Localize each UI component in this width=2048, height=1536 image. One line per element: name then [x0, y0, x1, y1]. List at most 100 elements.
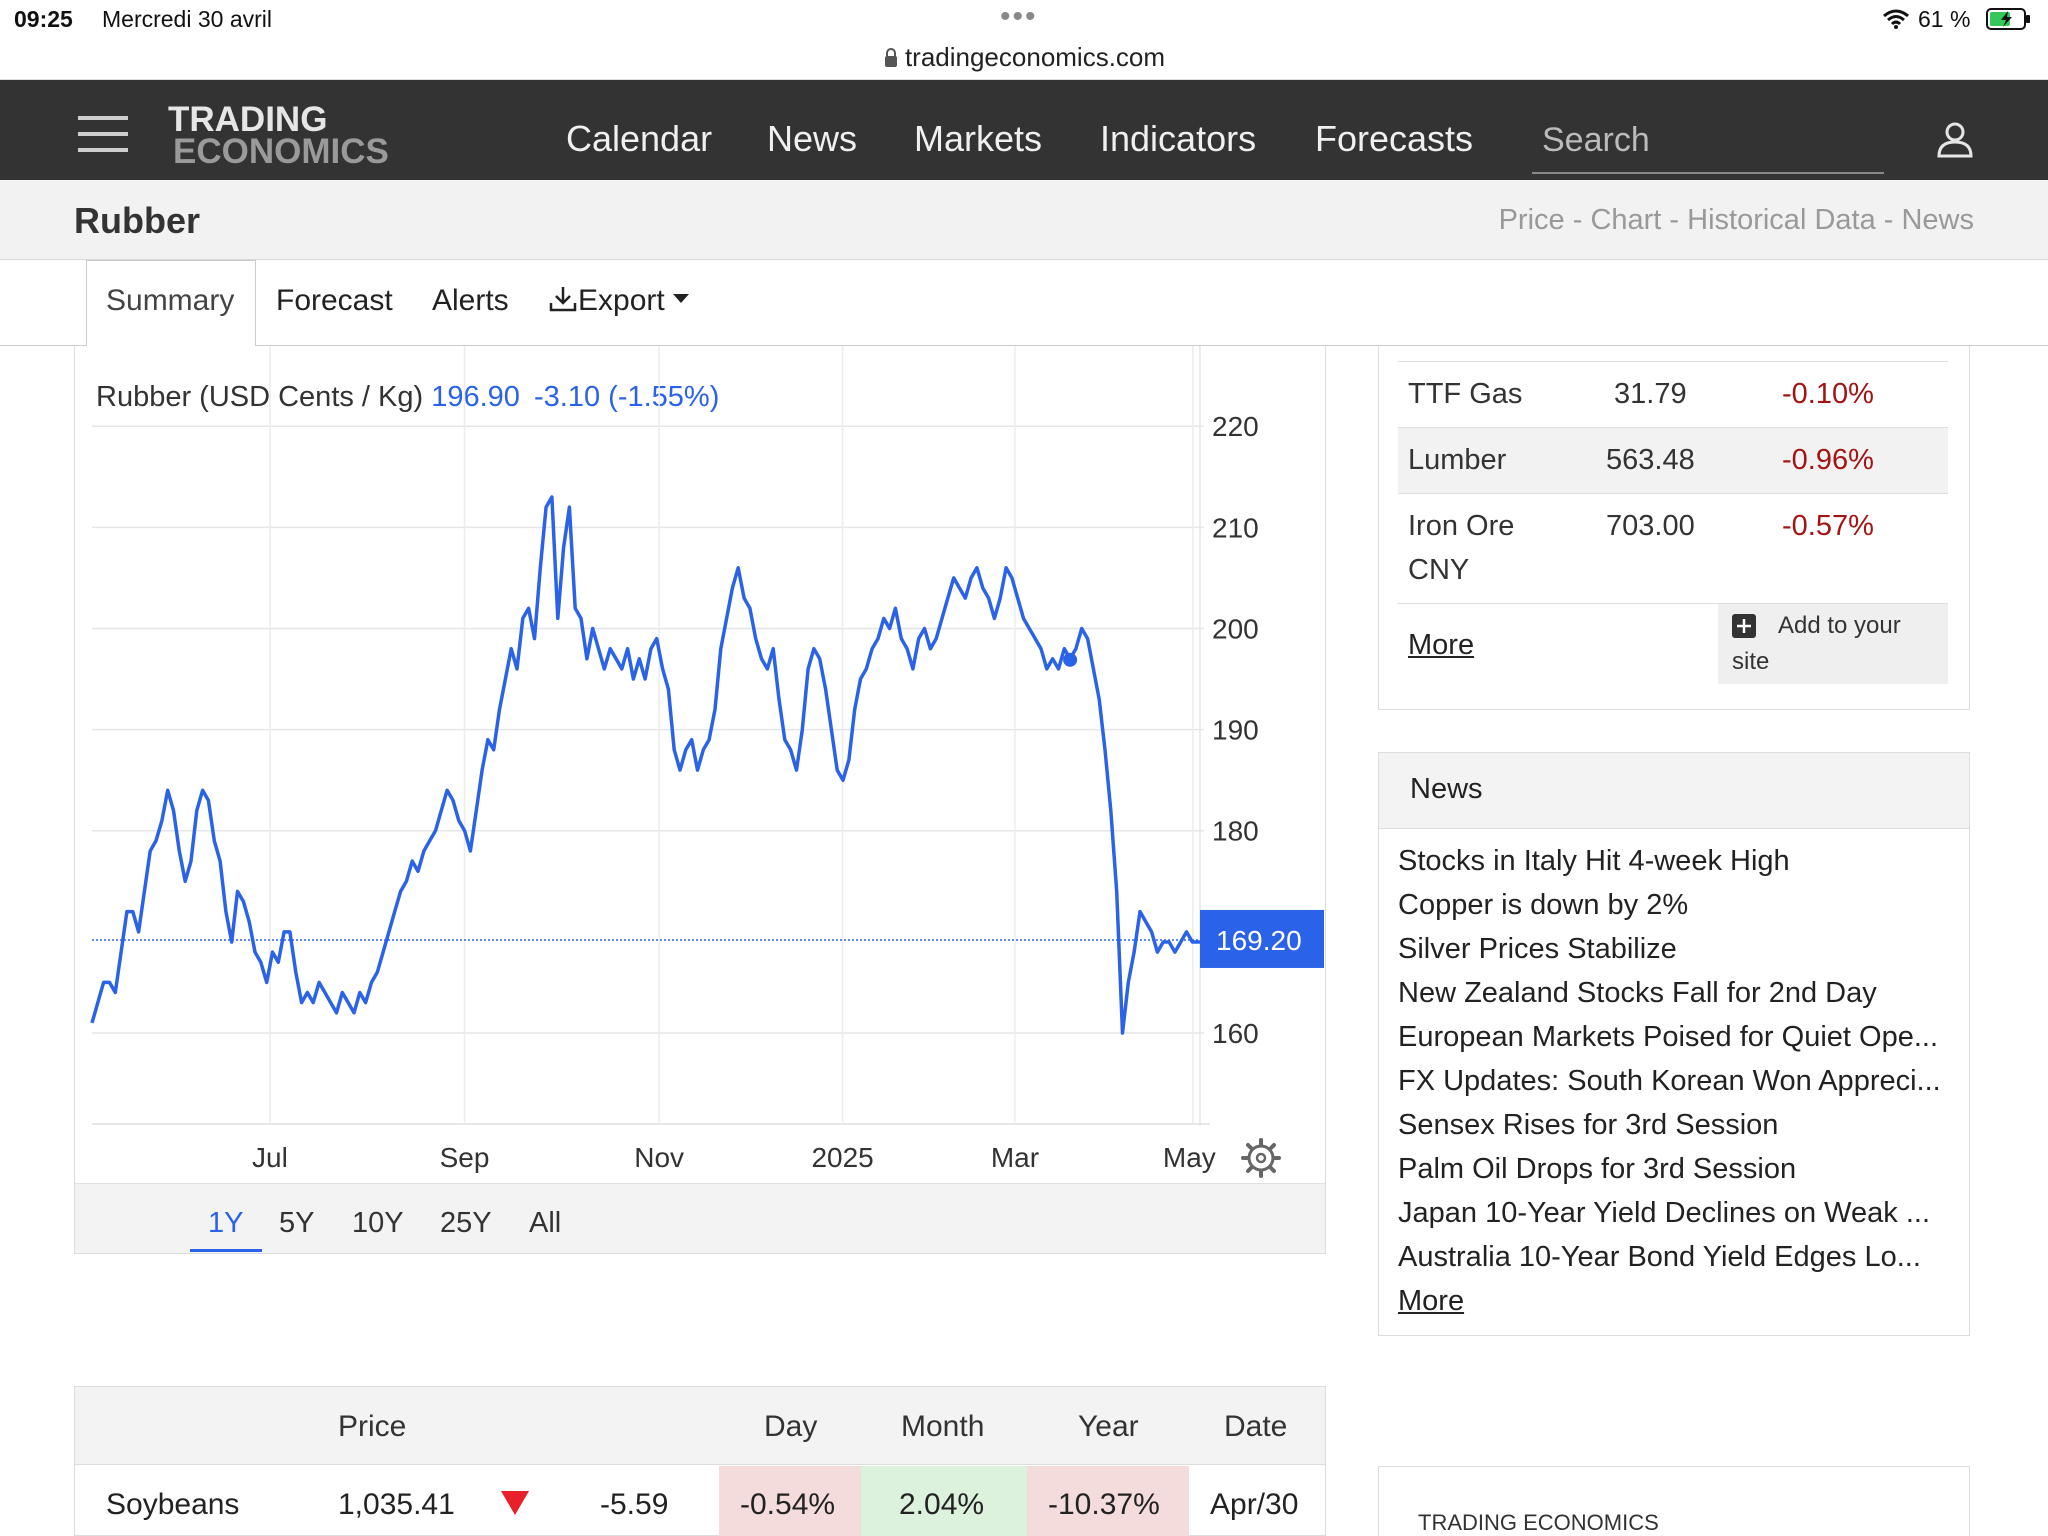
x-tick-label: Jul: [252, 1142, 288, 1173]
side-name-line2: CNY: [1408, 554, 1470, 586]
row-soybeans-month: 2.04%: [899, 1488, 985, 1521]
x-axis-labels: Jul Sep Nov 2025 Mar May: [252, 1142, 1216, 1173]
price-chart[interactable]: 220 210 200 190 180 160 Jul Sep Nov 2025 Mar May 1…: [74, 346, 1326, 1183]
range-25y-button[interactable]: 25Y: [440, 1207, 492, 1239]
news-item[interactable]: European Markets Poised for Quiet Ope...: [1398, 1021, 1938, 1053]
tab-forecast[interactable]: Forecast: [276, 284, 393, 317]
more-dots-icon[interactable]: •••: [1000, 0, 1038, 33]
chart-grid: [92, 346, 1210, 1126]
row-soybeans-day: -0.54%: [740, 1488, 836, 1521]
chart-instrument-name: Rubber (USD Cents / Kg): [96, 381, 424, 413]
subnav-separator: -: [1883, 204, 1902, 236]
chart-price-change: -3.10 (-1.55%): [534, 381, 720, 413]
download-icon: [549, 287, 577, 312]
side-name: TTF Gas: [1408, 378, 1523, 410]
news-title: News: [1410, 773, 1483, 805]
battery-percent: 61 %: [1918, 6, 1971, 32]
search-input[interactable]: [1532, 108, 1884, 174]
nav-forecasts[interactable]: Forecasts: [1315, 118, 1474, 159]
subnav-price[interactable]: Price: [1498, 204, 1565, 236]
hamburger-menu-icon[interactable]: [78, 114, 128, 154]
news-item[interactable]: Silver Prices Stabilize: [1398, 933, 1677, 965]
nav-news[interactable]: News: [767, 118, 858, 159]
news-item[interactable]: New Zealand Stocks Fall for 2nd Day: [1398, 977, 1877, 1009]
side-name: Lumber: [1408, 444, 1507, 476]
y-tick-label: 190: [1212, 715, 1259, 746]
tab-bar: [0, 260, 2048, 346]
wifi-icon: [1883, 9, 1909, 29]
current-value-tag-label: 169.20: [1216, 925, 1302, 956]
side-table-top-row: [1398, 346, 1948, 362]
te-widget-label: TRADING ECONOMICS: [1418, 1510, 1659, 1535]
news-item[interactable]: Japan 10-Year Yield Declines on Weak ...: [1398, 1197, 1930, 1229]
status-date: Mercredi 30 avril: [102, 6, 272, 32]
side-row-lumber[interactable]: Lumber 563.48 -0.96%: [1398, 428, 1948, 494]
subnav-chart[interactable]: Chart: [1590, 204, 1662, 236]
header-price: Price: [338, 1410, 407, 1443]
range-1y-button[interactable]: 1Y: [208, 1207, 244, 1239]
subnav-historical-data[interactable]: Historical Data: [1687, 204, 1876, 236]
y-tick-label: 200: [1212, 613, 1259, 644]
battery-icon: [1986, 8, 2030, 30]
chart-heading: Rubber (USD Cents / Kg) 196.90 -3.10 (-1…: [96, 381, 719, 414]
side-row-iron-ore-cny[interactable]: Iron Ore CNY 703.00 -0.57%: [1398, 494, 1948, 604]
tab-summary[interactable]: Summary: [106, 284, 235, 317]
browser-status-bar: 09:25 Mercredi 30 avril ••• tradingecono…: [0, 0, 2048, 80]
row-soybeans-year: -10.37%: [1048, 1488, 1160, 1521]
tab-export[interactable]: Export: [548, 284, 691, 318]
header-day: Day: [764, 1410, 818, 1443]
chart-settings-icon[interactable]: [1241, 1138, 1281, 1178]
row-soybeans-name[interactable]: Soybeans: [106, 1488, 240, 1521]
side-price: 563.48: [1606, 444, 1695, 476]
news-item[interactable]: Copper is down by 2%: [1398, 889, 1689, 921]
y-tick-label: 220: [1212, 411, 1259, 442]
chart-panel: [74, 346, 1326, 1254]
range-selector-bar: [75, 1183, 1325, 1253]
range-10y-button[interactable]: 10Y: [352, 1207, 404, 1239]
tab-export-label: Export: [578, 284, 665, 317]
subnav-links: Price - Chart - Historical Data - News: [1499, 204, 1974, 237]
down-arrow-icon: [501, 1491, 529, 1515]
add-to-site-line2: site: [1732, 648, 1770, 675]
news-item[interactable]: Palm Oil Drops for 3rd Session: [1398, 1153, 1797, 1185]
nav-indicators[interactable]: Indicators: [1100, 118, 1257, 159]
subnav-separator: -: [1669, 204, 1688, 236]
user-account-icon[interactable]: [1936, 120, 1974, 158]
tab-alerts[interactable]: Alerts: [432, 284, 509, 317]
subnav-news[interactable]: News: [1901, 204, 1974, 236]
lock-icon: [884, 48, 897, 67]
x-tick-label: Nov: [634, 1142, 684, 1173]
row-soybeans-price: 1,035.41: [338, 1488, 455, 1521]
news-item[interactable]: FX Updates: South Korean Won Appreci...: [1398, 1065, 1941, 1097]
address-bar[interactable]: tradingeconomics.com: [0, 42, 2048, 73]
brand-line2: ECONOMICS: [173, 132, 389, 171]
highlight-point[interactable]: [1063, 652, 1078, 667]
side-name: Iron Ore: [1408, 510, 1515, 542]
add-to-site-button[interactable]: Add to your site: [1718, 604, 1948, 684]
brand-logo[interactable]: TRADING ECONOMICS: [168, 100, 389, 171]
y-tick-label: 180: [1212, 816, 1259, 847]
range-5y-button[interactable]: 5Y: [279, 1207, 315, 1239]
series-line-rubber[interactable]: [90, 495, 1204, 1035]
x-tick-label: Mar: [991, 1142, 1039, 1173]
side-row-ttf-gas[interactable]: TTF Gas 31.79 -0.10%: [1398, 362, 1948, 428]
news-item[interactable]: Stocks in Italy Hit 4-week High: [1398, 845, 1790, 877]
news-item[interactable]: Australia 10-Year Bond Yield Edges Lo...: [1398, 1241, 1921, 1273]
brand-line1: TRADING: [168, 100, 328, 139]
range-all-button[interactable]: All: [529, 1207, 562, 1239]
news-more-link[interactable]: More: [1398, 1285, 1465, 1317]
add-to-site-line1: Add to your: [1778, 612, 1901, 639]
title-bar: [0, 180, 2048, 260]
nav-markets[interactable]: Markets: [914, 118, 1043, 159]
tab-summary-frame: [86, 260, 256, 348]
row-soybeans-change: -5.59: [600, 1488, 669, 1521]
x-tick-label: 2025: [811, 1142, 873, 1173]
news-header: [1379, 753, 1969, 829]
side-change: -0.10%: [1782, 378, 1874, 410]
month-cell-bg: [861, 1466, 1027, 1536]
side-price: 31.79: [1614, 378, 1687, 410]
news-item[interactable]: Sensex Rises for 3rd Session: [1398, 1109, 1779, 1141]
side-more-link[interactable]: More: [1408, 629, 1475, 661]
side-change: -0.57%: [1782, 510, 1874, 542]
nav-calendar[interactable]: Calendar: [566, 118, 713, 159]
